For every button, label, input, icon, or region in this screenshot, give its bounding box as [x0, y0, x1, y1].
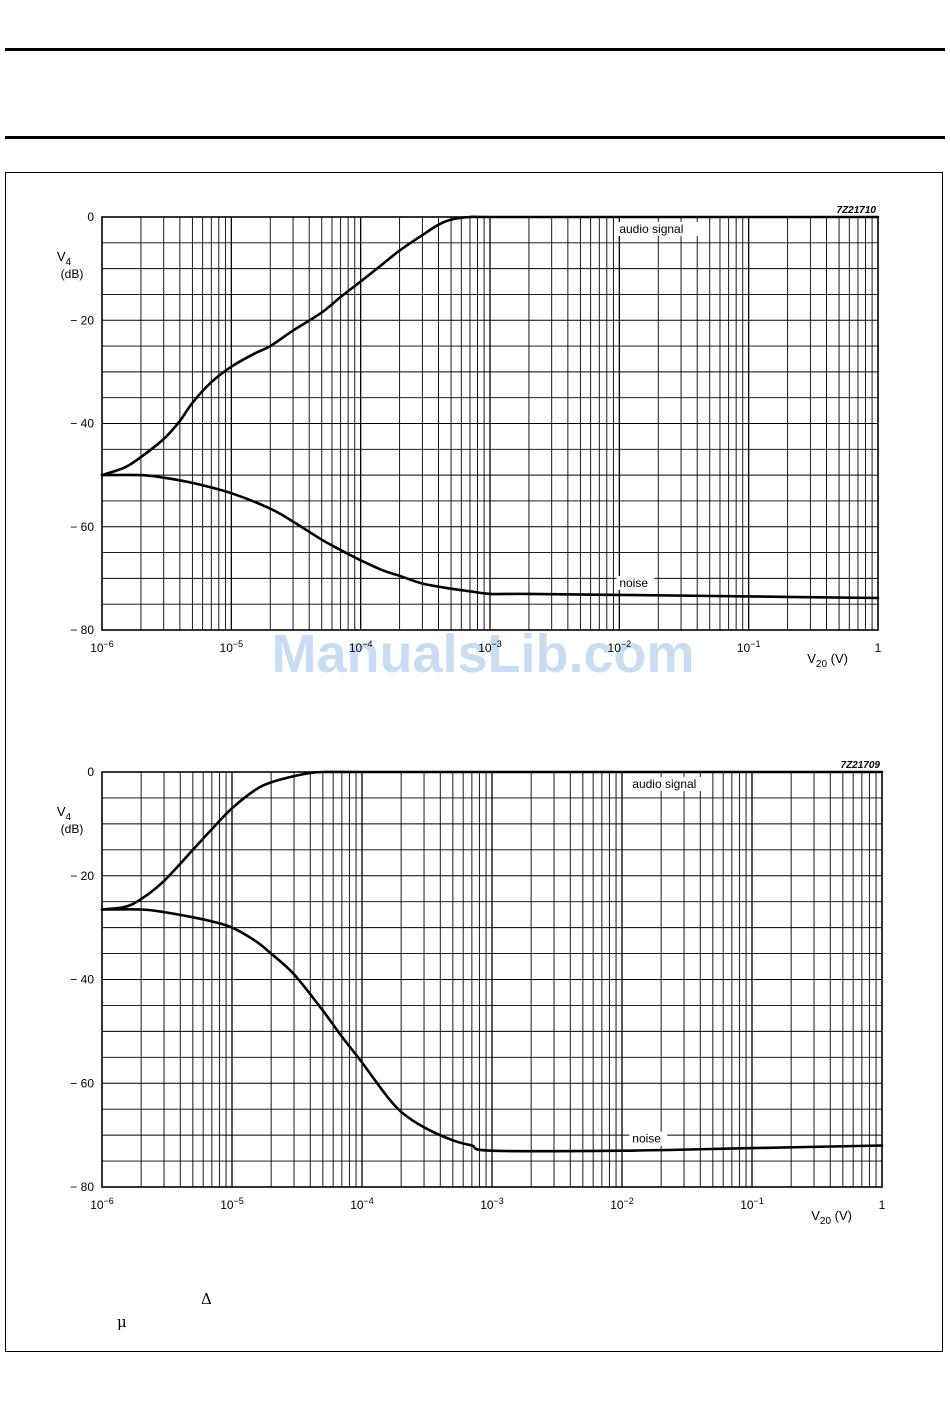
watermark: ManualsLib.com — [271, 624, 694, 684]
y-tick-label: 0 — [87, 765, 94, 779]
series-line-noise — [100, 473, 880, 600]
x-tick-label: 1 — [879, 1198, 886, 1212]
series-line-noise — [100, 907, 884, 1153]
top-rule — [5, 48, 945, 51]
x-axis-label: V20 (V) — [811, 1208, 852, 1227]
x-tick-label: 10−6 — [90, 1196, 114, 1212]
series-label-audio-signal: audio signal — [619, 222, 683, 236]
series-label-bg — [616, 222, 700, 236]
y-tick-label: − 60 — [70, 1076, 94, 1090]
y-axis-label: V4 — [57, 249, 72, 268]
y-tick-label: − 40 — [70, 417, 94, 431]
x-tick-label: 10−2 — [610, 1196, 634, 1212]
y-tick-label: − 80 — [70, 623, 94, 637]
header-rule — [5, 136, 945, 139]
x-tick-label: 10−4 — [350, 1196, 374, 1212]
y-axis-label: V4 — [57, 804, 72, 823]
x-tick-label: 10−1 — [737, 639, 761, 655]
x-tick-label: 10−2 — [608, 639, 632, 655]
y-tick-label: 0 — [87, 210, 94, 224]
chart-1-grid-horizontal — [102, 242, 878, 605]
x-tick-label: 10−4 — [349, 639, 373, 655]
x-tick-label: 10−3 — [478, 639, 502, 655]
chart-2-grid-horizontal — [102, 797, 882, 1162]
y-tick-label: − 40 — [70, 973, 94, 987]
x-tick-label: 10−1 — [740, 1196, 764, 1212]
series-label-noise: noise — [619, 576, 648, 590]
series-label-audio-signal: audio signal — [632, 777, 696, 791]
x-axis-label: V20 (V) — [807, 651, 848, 670]
figure-code: 7Z21709 — [841, 760, 881, 771]
y-axis-unit: (dB) — [61, 822, 84, 836]
y-tick-label: − 20 — [70, 869, 94, 883]
series-label-bg — [629, 1131, 668, 1146]
series-line-audio-signal — [100, 215, 880, 477]
series-line-audio-signal — [100, 770, 884, 911]
y-axis-unit: (dB) — [61, 267, 84, 281]
x-tick-label: 10−6 — [90, 639, 114, 655]
chart-1: 0 − 20 − 40 − 60 − 80 10−6 10−5 10−4 10−3 10−2 10−… — [57, 205, 882, 670]
y-tick-label: − 60 — [70, 520, 94, 534]
series-label-noise: noise — [632, 1132, 661, 1146]
x-tick-label: 1 — [875, 641, 882, 655]
x-tick-label: 10−5 — [220, 639, 244, 655]
figure-frame — [5, 172, 943, 1352]
y-tick-label: − 80 — [70, 1180, 94, 1194]
y-tick-label: − 20 — [70, 313, 94, 327]
delta-symbol: Δ — [201, 1290, 212, 1308]
series-label-bg — [616, 575, 655, 590]
figure-code: 7Z21710 — [837, 205, 877, 216]
x-tick-label: 10−5 — [220, 1196, 244, 1212]
mu-symbol: μ — [117, 1313, 127, 1331]
series-label-bg — [629, 777, 713, 791]
x-tick-label: 10−3 — [480, 1196, 504, 1212]
chart-2: 0 − 20 − 40 − 60 − 80 10−6 10−5 10−4 10−3 10−2 10−… — [57, 760, 886, 1227]
